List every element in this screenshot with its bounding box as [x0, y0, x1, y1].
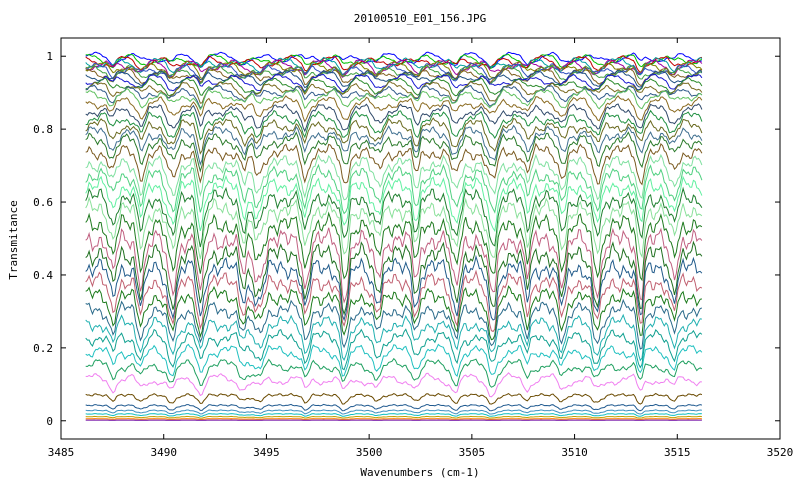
x-tick-label: 3495	[253, 446, 280, 459]
x-axis-label: Wavenumbers (cm-1)	[360, 466, 479, 479]
spectrum-series-line	[85, 174, 703, 233]
spectrum-series-line	[85, 66, 703, 86]
spectrum-series-line	[85, 211, 703, 282]
spectrum-series-line	[85, 328, 703, 371]
spectrum-series-line	[85, 95, 703, 123]
spectrum-series-line	[85, 412, 702, 417]
spectrum-series-line	[85, 227, 703, 304]
spectrum-series-line	[85, 240, 703, 316]
x-tick-label: 3505	[459, 446, 486, 459]
x-tick-label: 3510	[561, 446, 588, 459]
spectrum-series-line	[85, 298, 703, 350]
spectrum-series-line	[85, 418, 702, 420]
y-tick-label: 0.8	[33, 123, 53, 136]
chart-title: 20100510_E01_156.JPG	[354, 12, 486, 25]
x-tick-label: 3490	[150, 446, 177, 459]
spectrum-series-line	[85, 51, 702, 69]
spectrum-series-line	[85, 60, 703, 80]
spectrum-series-line	[85, 64, 703, 85]
y-tick-label: 0.4	[33, 269, 53, 282]
spectrum-series-line	[85, 103, 703, 133]
y-tick-label: 0.6	[33, 196, 53, 209]
x-tick-label: 3485	[48, 446, 75, 459]
series-layer	[85, 51, 703, 421]
spectrum-series-line	[85, 372, 702, 398]
spectrum-series-line	[85, 124, 703, 166]
spectrum-series-line	[85, 254, 703, 322]
y-tick-label: 0.2	[33, 342, 53, 355]
spectrum-series-line	[85, 269, 703, 333]
spectrum-series-line	[85, 357, 703, 388]
spectrum-series-line	[85, 163, 703, 215]
plot-frame	[60, 37, 781, 440]
y-tick-label: 1	[46, 50, 53, 63]
axes-layer: 3485 3490 3495 3500 3505 3510 3515 3520 0 0.2 0.4 0…	[33, 38, 793, 459]
spectrum-series-line	[85, 76, 703, 97]
spectrum-series-line	[85, 409, 702, 415]
spectrum-series-line	[85, 403, 703, 412]
x-tick-label: 3500	[356, 446, 383, 459]
spectrum-series-line	[85, 196, 703, 260]
x-tick-label: 3520	[767, 446, 794, 459]
y-axis-label: Transmitance	[7, 200, 20, 279]
x-tick-label: 3515	[664, 446, 691, 459]
spectrum-series-line	[85, 80, 703, 104]
spectrum-series-line	[85, 117, 703, 155]
spectrum-series-line	[85, 415, 702, 419]
spectrum-series-line	[85, 153, 703, 201]
spectrum-series-line	[85, 142, 703, 186]
spectrum-series-line	[85, 186, 703, 248]
spectrum-series-line	[85, 392, 703, 405]
spectrum-series-line	[85, 285, 703, 341]
spectrum-series-line	[85, 88, 703, 111]
spectrum-series-line	[85, 109, 703, 141]
spectrum-series-line	[85, 131, 703, 173]
spectrum-series-line	[85, 313, 702, 362]
spectrum-series-line	[85, 62, 703, 84]
spectrum-series-line	[85, 343, 703, 378]
y-tick-label: 0	[46, 415, 53, 428]
spectrum-series-line	[85, 84, 703, 109]
